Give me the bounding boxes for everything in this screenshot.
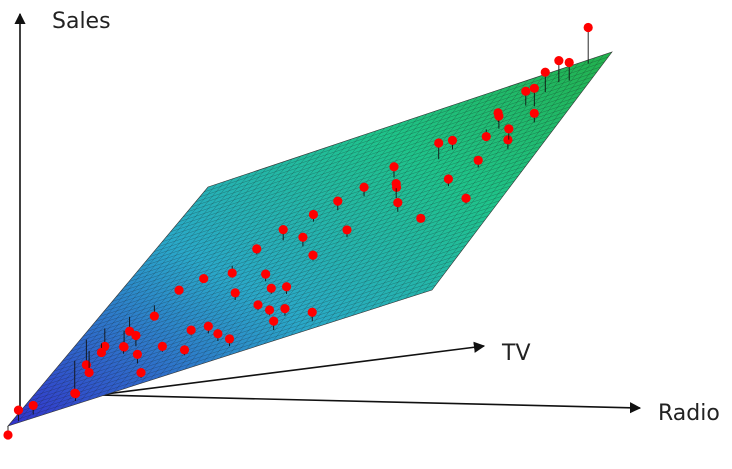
data-point	[81, 360, 91, 370]
data-point	[554, 55, 564, 66]
data-point	[174, 285, 184, 295]
tv-axis	[97, 341, 486, 396]
data-point	[203, 321, 213, 331]
data-point	[132, 349, 142, 359]
data-point	[281, 282, 292, 292]
data-point	[521, 86, 531, 96]
data-point	[252, 244, 262, 254]
data-points	[3, 22, 593, 440]
data-point	[298, 232, 308, 242]
data-point	[269, 316, 279, 326]
data-point	[261, 269, 271, 279]
data-point	[230, 288, 240, 298]
data-point	[266, 283, 276, 293]
data-point	[307, 307, 317, 317]
data-point	[416, 213, 426, 223]
data-point	[149, 311, 159, 321]
data-point	[342, 225, 352, 235]
data-point	[280, 303, 290, 314]
data-point	[70, 389, 81, 399]
data-point	[583, 22, 593, 33]
data-point	[564, 57, 574, 68]
data-point	[389, 162, 399, 172]
sales-axis-label: Sales	[52, 9, 111, 34]
data-point	[136, 368, 146, 378]
data-point	[179, 345, 190, 355]
data-point	[3, 430, 13, 440]
regression-plane	[7, 51, 613, 427]
data-point	[391, 179, 401, 189]
tv-axis-label: TV	[501, 341, 531, 366]
data-point	[131, 330, 141, 341]
data-point	[264, 305, 275, 315]
data-point	[186, 325, 196, 335]
data-point	[199, 273, 209, 284]
data-point	[529, 108, 539, 118]
radio-axis	[97, 394, 642, 414]
data-point	[540, 67, 550, 77]
data-point	[84, 367, 94, 378]
data-point	[473, 155, 483, 165]
data-point	[504, 124, 514, 134]
data-point	[28, 400, 38, 411]
data-point	[224, 334, 235, 344]
data-point	[393, 198, 403, 208]
data-point	[278, 224, 288, 235]
data-point	[119, 341, 129, 352]
data-point	[461, 193, 471, 203]
data-point	[434, 138, 444, 148]
data-point	[529, 83, 539, 93]
axes-back	[14, 12, 642, 414]
data-point	[213, 329, 223, 339]
data-point	[443, 174, 453, 184]
data-point	[157, 341, 167, 351]
data-point	[308, 209, 318, 220]
data-point	[333, 196, 343, 206]
data-point	[13, 405, 24, 415]
data-point	[96, 347, 107, 358]
data-point	[308, 250, 318, 260]
data-point	[503, 135, 513, 145]
data-point	[227, 268, 237, 278]
data-point	[447, 135, 458, 145]
data-point	[481, 131, 491, 142]
data-point	[494, 111, 504, 121]
data-point	[253, 300, 263, 310]
data-point	[359, 182, 369, 192]
radio-axis-label: Radio	[658, 401, 720, 426]
